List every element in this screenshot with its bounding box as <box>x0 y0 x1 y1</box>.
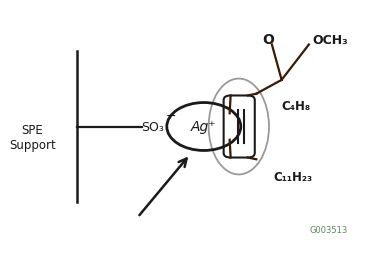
Text: −: − <box>165 109 176 122</box>
Text: SPE
Support: SPE Support <box>9 123 56 151</box>
Text: OCH₃: OCH₃ <box>313 34 348 47</box>
Text: Ag⁺: Ag⁺ <box>191 120 217 134</box>
Text: C₁₁H₂₃: C₁₁H₂₃ <box>274 171 313 184</box>
Text: G003513: G003513 <box>309 226 347 234</box>
Text: SO₃: SO₃ <box>142 121 164 133</box>
Text: C₄H₈: C₄H₈ <box>281 99 311 112</box>
Text: O: O <box>262 33 274 47</box>
